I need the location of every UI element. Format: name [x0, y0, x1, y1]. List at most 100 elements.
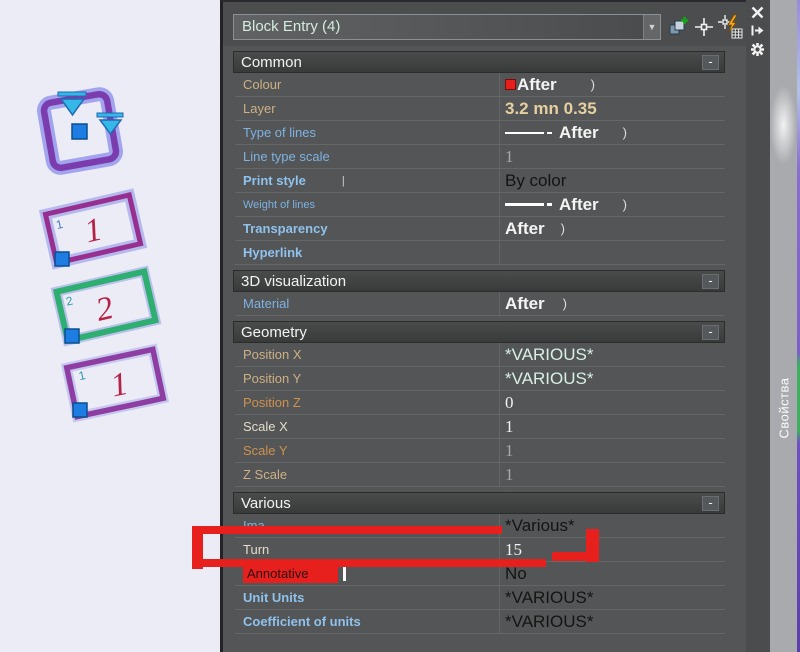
value-cell[interactable]: 1 [499, 463, 725, 486]
close-icon[interactable] [751, 6, 764, 19]
property-row-scale-y[interactable]: Scale Y 1 [235, 439, 725, 463]
property-value[interactable]: *VARIOUS* [505, 587, 594, 607]
color-swatch[interactable] [505, 79, 516, 90]
section-rows: Material After) [235, 292, 725, 316]
section-header-3d-visualization[interactable]: 3D visualization - [233, 270, 725, 292]
label-cell: Transparency [235, 217, 499, 240]
label-cell: Scale X [235, 415, 499, 438]
label-cell: Line type scale [235, 145, 499, 168]
select-objects-icon[interactable] [694, 17, 714, 37]
value-cell[interactable]: After) [499, 292, 725, 315]
property-row-hyperlink[interactable]: Hyperlink [235, 241, 725, 265]
collapse-button[interactable]: - [702, 325, 719, 340]
auto-hide-icon[interactable] [750, 24, 765, 37]
annotation-rect-bottom [196, 559, 546, 567]
grip-handle[interactable] [64, 328, 80, 344]
property-value[interactable]: 0 [505, 392, 514, 412]
label-mark: | [341, 174, 345, 187]
property-row-type-of-lines[interactable]: Type of lines After) [235, 121, 725, 145]
section-header-common[interactable]: Common - [233, 51, 725, 73]
palette-titlebar [746, 0, 770, 652]
label-cell: Type of lines [235, 121, 499, 144]
property-row-print-style[interactable]: Print style | By color [235, 169, 725, 193]
value-cell[interactable]: After) [499, 217, 725, 240]
property-row-layer[interactable]: Layer 3.2 mn 0.35 [235, 97, 725, 121]
property-row-position-z[interactable]: Position Z 0 [235, 391, 725, 415]
property-value[interactable]: After [559, 122, 599, 142]
property-row-z-scale[interactable]: Z Scale 1 [235, 463, 725, 487]
property-value[interactable]: By color [505, 170, 567, 190]
property-row-annotative[interactable]: Annotative No [235, 562, 725, 586]
value-cell[interactable]: 1 [499, 439, 725, 462]
property-value[interactable]: 1 [505, 464, 514, 484]
value-cell[interactable]: 1 [499, 415, 725, 438]
property-label: Print style [243, 173, 306, 188]
value-cell[interactable]: 0 [499, 391, 725, 414]
property-row-position-y[interactable]: Position Y *VARIOUS* [235, 367, 725, 391]
property-row-colour[interactable]: Colour After) [235, 73, 725, 97]
label-cell: Position X [235, 343, 499, 366]
block-corner-label: 1 [55, 217, 65, 232]
property-value[interactable]: 1 [505, 416, 514, 436]
property-row-unit-units[interactable]: Unit Units *VARIOUS* [235, 586, 725, 610]
value-cell[interactable]: After) [499, 193, 725, 216]
section-header-geometry[interactable]: Geometry - [233, 321, 725, 343]
section-header-various[interactable]: Various - [233, 492, 725, 514]
value-cell[interactable] [499, 241, 725, 264]
value-cell[interactable]: 15 [499, 538, 725, 561]
dropdown-mark: ) [562, 296, 568, 311]
value-cell[interactable]: 3.2 mn 0.35 [499, 97, 725, 120]
drawing-canvas[interactable]: 1 1 2 2 1 1 [0, 0, 222, 652]
property-row-weight-of-lines[interactable]: Weight of lines After) [235, 193, 725, 217]
property-value[interactable]: *VARIOUS* [505, 611, 594, 631]
grip-handle[interactable] [72, 402, 88, 418]
property-value[interactable]: After [505, 218, 545, 238]
property-value[interactable]: After [517, 74, 557, 94]
value-cell[interactable]: By color [499, 169, 725, 192]
rect-block-3[interactable]: 1 1 [60, 343, 170, 423]
block-number: 1 [81, 212, 105, 251]
property-value[interactable]: No [505, 563, 527, 583]
grip-handle[interactable] [54, 251, 70, 267]
annotation-rect-top [192, 526, 502, 534]
value-cell[interactable]: 1 [499, 145, 725, 168]
property-value[interactable]: 15 [505, 539, 522, 559]
object-type-dropdown[interactable]: Block Entry (4) ▼ [233, 14, 661, 40]
property-label: Type of lines [243, 125, 316, 140]
property-value[interactable]: *VARIOUS* [505, 344, 594, 364]
dropdown-mark: ) [560, 221, 566, 236]
value-cell[interactable]: *VARIOUS* [499, 586, 725, 609]
value-cell[interactable]: *VARIOUS* [499, 367, 725, 390]
property-row-line-type-scale[interactable]: Line type scale 1 [235, 145, 725, 169]
property-value[interactable]: After [559, 194, 599, 214]
quick-select-icon[interactable] [717, 14, 743, 40]
value-cell[interactable]: After) [499, 121, 725, 144]
value-cell[interactable]: *VARIOUS* [499, 343, 725, 366]
chevron-down-icon[interactable]: ▼ [643, 15, 660, 39]
property-value[interactable]: 3.2 mn 0.35 [505, 98, 597, 118]
property-value[interactable]: *VARIOUS* [505, 368, 594, 388]
collapse-button[interactable]: - [702, 55, 719, 70]
property-row-coefficient-of-units[interactable]: Coefficient of units *VARIOUS* [235, 610, 725, 634]
settings-gear-icon[interactable] [750, 42, 765, 57]
property-value[interactable]: *Various* [505, 515, 575, 535]
collapse-button[interactable]: - [702, 274, 719, 289]
property-value[interactable]: 1 [505, 146, 514, 166]
grip-handle[interactable] [71, 123, 88, 140]
collapse-button[interactable]: - [702, 496, 719, 511]
property-sections: Common - Colour After) Layer 3.2 mn 0.35 Type … [223, 51, 746, 634]
value-cell[interactable]: After) [499, 73, 725, 96]
property-value[interactable]: After [505, 293, 545, 313]
palette-tab[interactable]: Свойства [770, 0, 797, 652]
property-row-scale-x[interactable]: Scale X 1 [235, 415, 725, 439]
value-cell[interactable]: *Various* [499, 514, 725, 537]
property-row-transparency[interactable]: Transparency After) [235, 217, 725, 241]
property-row-material[interactable]: Material After) [235, 292, 725, 316]
value-cell[interactable]: No [499, 562, 725, 585]
toggle-pickadd-icon[interactable] [667, 16, 689, 38]
label-cell: Hyperlink [235, 241, 499, 264]
property-value[interactable]: 1 [505, 440, 514, 460]
value-cell[interactable]: *VARIOUS* [499, 610, 725, 633]
property-row-position-x[interactable]: Position X *VARIOUS* [235, 343, 725, 367]
